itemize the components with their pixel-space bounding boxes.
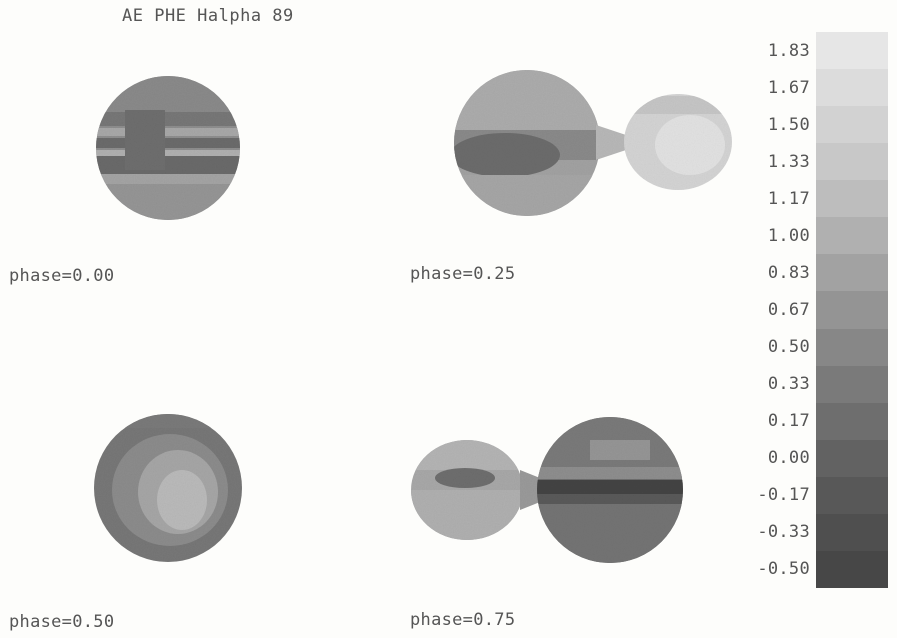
colorbar-tick-label: 0.67 (767, 300, 810, 320)
colorbar-swatch (816, 69, 888, 107)
star-map-phase-0.75 (411, 417, 683, 563)
colorbar-swatch (816, 217, 888, 255)
star-map-phase-0.00 (96, 76, 240, 220)
panel-label-phase-0.50: phase=0.50 (9, 612, 115, 632)
colorbar-swatch (816, 254, 888, 292)
colorbar-swatch (816, 328, 888, 367)
colorbar-tick-label: 1.17 (767, 188, 810, 209)
colorbar-swatch (816, 402, 888, 441)
figure-title: AE PHE Halpha 89 (122, 6, 294, 26)
colorbar-tick-label: 0.83 (767, 262, 810, 283)
colorbar-swatch (816, 291, 888, 330)
colorbar-swatch (816, 180, 888, 218)
colorbar-tick-label: 1.67 (767, 77, 810, 98)
colorbar-tick-label: 0.33 (767, 374, 810, 395)
panel-label-phase-0.75: phase=0.75 (410, 610, 516, 630)
colorbar-tick-label: -0.50 (757, 559, 810, 580)
colorbar-tick-label: 0.17 (767, 411, 810, 432)
colorbar-swatch (816, 439, 888, 478)
colorbar-tick-label: 0.00 (767, 448, 810, 469)
panel-label-phase-0.25: phase=0.25 (410, 264, 516, 284)
colorbar-tick-label: 1.50 (767, 114, 810, 135)
colorbar-tick-label: 1.33 (767, 151, 810, 172)
colorbar-tick-label: 1.00 (767, 225, 810, 246)
colorbar-tick-label: -0.33 (757, 522, 810, 543)
colorbar-tick-label: -0.17 (757, 485, 810, 506)
colorbar-swatch (816, 32, 888, 70)
colorbar-swatch (816, 476, 888, 515)
colorbar-swatch (816, 106, 888, 144)
colorbar-tick-label: 0.50 (767, 337, 810, 358)
colorbar-swatch (816, 550, 888, 589)
colorbar-swatch (816, 513, 888, 552)
colorbar-tick-label: 1.83 (767, 40, 810, 61)
colorbar-swatch (816, 365, 888, 404)
star-map-phase-0.50 (94, 414, 242, 562)
star-map-phase-0.25 (454, 70, 732, 216)
panel-label-phase-0.00: phase=0.00 (9, 266, 115, 286)
colorbar-swatch (816, 143, 888, 181)
